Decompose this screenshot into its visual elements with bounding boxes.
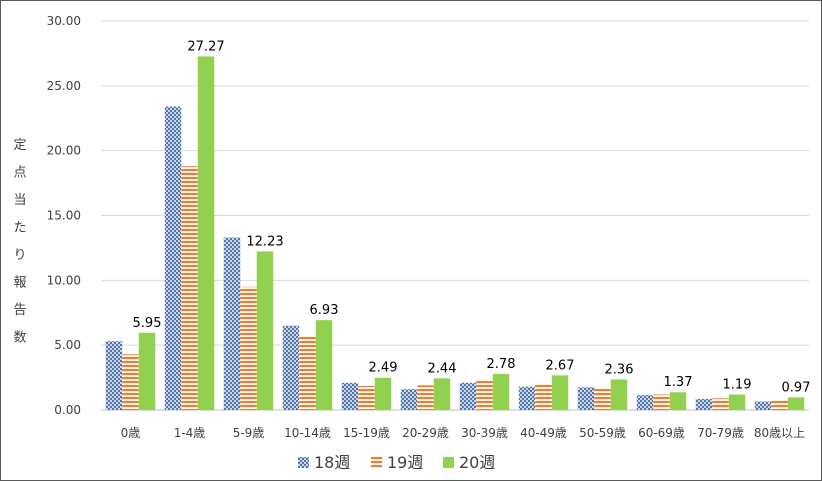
y-tick-label: 20.00 <box>47 144 81 158</box>
bar-20週-60-69歳 <box>669 392 687 410</box>
x-tick-label: 5-9歳 <box>233 426 265 440</box>
bar-19週-0歳 <box>122 354 139 410</box>
x-axis-ticks: 0歳 1-4歳 5-9歳 10-14歳 15-19歳 20-29歳 30-39歳 40-49歳… <box>121 426 805 440</box>
x-tick-label: 0歳 <box>121 426 141 440</box>
y-axis-title-char: 告 <box>13 303 26 318</box>
y-axis-title-char: 報 <box>13 276 26 291</box>
bar-18週-80歳以上 <box>754 401 772 410</box>
bar-20週-1-4歳 <box>197 56 215 411</box>
data-label: 2.78 <box>487 357 516 372</box>
legend-swatch-20週 <box>443 457 454 468</box>
legend-label-19週: 19週 <box>387 453 423 472</box>
bar-20週-40-49歳 <box>551 375 569 410</box>
bar-18週-50-59歳 <box>577 387 595 410</box>
bar-18週-60-69歳 <box>636 395 654 410</box>
x-tick-label: 1-4歳 <box>174 426 206 440</box>
bar-18週-0歳 <box>105 341 123 410</box>
legend-swatch-19週 <box>371 457 382 468</box>
bar-19週-15-19歳 <box>358 386 375 410</box>
data-label: 6.93 <box>310 303 339 318</box>
legend-label-18週: 18週 <box>314 453 350 472</box>
y-axis-title-char: 当 <box>13 193 26 208</box>
bar-18週-10-14歳 <box>282 325 300 410</box>
x-tick-label: 70-79歳 <box>697 426 744 440</box>
legend-label-20週: 20週 <box>459 453 495 472</box>
bar-20週-10-14歳 <box>315 320 333 410</box>
data-label: 5.95 <box>133 316 162 331</box>
bar-18週-30-39歳 <box>459 382 477 410</box>
y-axis-title-char: 数 <box>13 331 26 346</box>
data-label: 2.49 <box>369 361 398 376</box>
bar-20週-5-9歳 <box>256 251 274 410</box>
x-tick-label: 15-19歳 <box>343 426 390 440</box>
bar-20週-20-29歳 <box>433 378 451 410</box>
x-tick-label: 20-29歳 <box>402 426 449 440</box>
x-tick-label: 10-14歳 <box>284 426 331 440</box>
bar-20週-80歳以上 <box>787 397 805 410</box>
bar-19週-1-4歳 <box>181 166 198 410</box>
data-label: 2.67 <box>546 358 575 373</box>
bar-19週-70-79歳 <box>712 398 729 410</box>
data-label: 12.23 <box>246 234 283 249</box>
bar-19週-40-49歳 <box>535 383 552 410</box>
y-tick-label: 15.00 <box>47 209 81 223</box>
y-tick-label: 10.00 <box>47 273 81 287</box>
gridlines <box>101 20 809 411</box>
bar-18週-5-9歳 <box>223 237 241 410</box>
x-tick-label: 60-69歳 <box>638 426 685 440</box>
bar-19週-5-9歳 <box>240 286 257 410</box>
bars <box>105 56 805 411</box>
data-label: 27.27 <box>187 39 224 54</box>
bar-20週-30-39歳 <box>492 373 510 410</box>
x-tick-label: 40-49歳 <box>520 426 567 440</box>
bar-20週-70-79歳 <box>728 394 746 410</box>
bar-19週-80歳以上 <box>771 400 788 410</box>
x-tick-label: 30-39歳 <box>461 426 508 440</box>
bar-18週-70-79歳 <box>695 398 713 410</box>
y-axis-title-char: 定 <box>13 138 26 153</box>
data-label: 2.44 <box>428 361 457 376</box>
bar-20週-15-19歳 <box>374 377 392 410</box>
bar-18週-20-29歳 <box>400 389 418 410</box>
y-axis-title-char: 点 <box>13 166 26 181</box>
bar-19週-30-39歳 <box>476 380 493 410</box>
x-tick-label: 50-59歳 <box>579 426 626 440</box>
y-axis-title-char: た <box>13 221 26 236</box>
bar-19週-20-29歳 <box>417 385 434 410</box>
legend-swatch-18週 <box>298 457 309 468</box>
legend: 18週 19週 20週 <box>298 453 495 472</box>
data-label: 0.97 <box>782 380 811 395</box>
x-tick-label: 80歳以上 <box>754 426 805 440</box>
bar-20週-50-59歳 <box>610 379 628 410</box>
data-label: 1.37 <box>664 375 693 390</box>
y-tick-label: 0.00 <box>54 403 81 417</box>
bar-18週-15-19歳 <box>341 382 359 410</box>
bar-18週-40-49歳 <box>518 386 536 410</box>
data-label: 2.36 <box>605 362 634 377</box>
bar-19週-50-59歳 <box>594 388 611 410</box>
bar-19週-10-14歳 <box>299 336 316 410</box>
y-axis-title-char: り <box>13 248 26 263</box>
y-axis-ticks: 0.00 5.00 10.00 15.00 20.00 25.00 30.00 <box>47 14 81 417</box>
data-label: 1.19 <box>723 378 752 393</box>
data-labels: 5.95 27.27 12.23 6.93 2.49 2.44 2.78 2.67 2.36 1.… <box>133 39 811 395</box>
bar-19週-60-69歳 <box>653 394 670 410</box>
bar-20週-0歳 <box>138 332 156 410</box>
bar-18週-1-4歳 <box>164 106 182 410</box>
y-tick-label: 30.00 <box>47 14 81 28</box>
y-tick-label: 25.00 <box>47 79 81 93</box>
y-tick-label: 5.00 <box>54 338 81 352</box>
